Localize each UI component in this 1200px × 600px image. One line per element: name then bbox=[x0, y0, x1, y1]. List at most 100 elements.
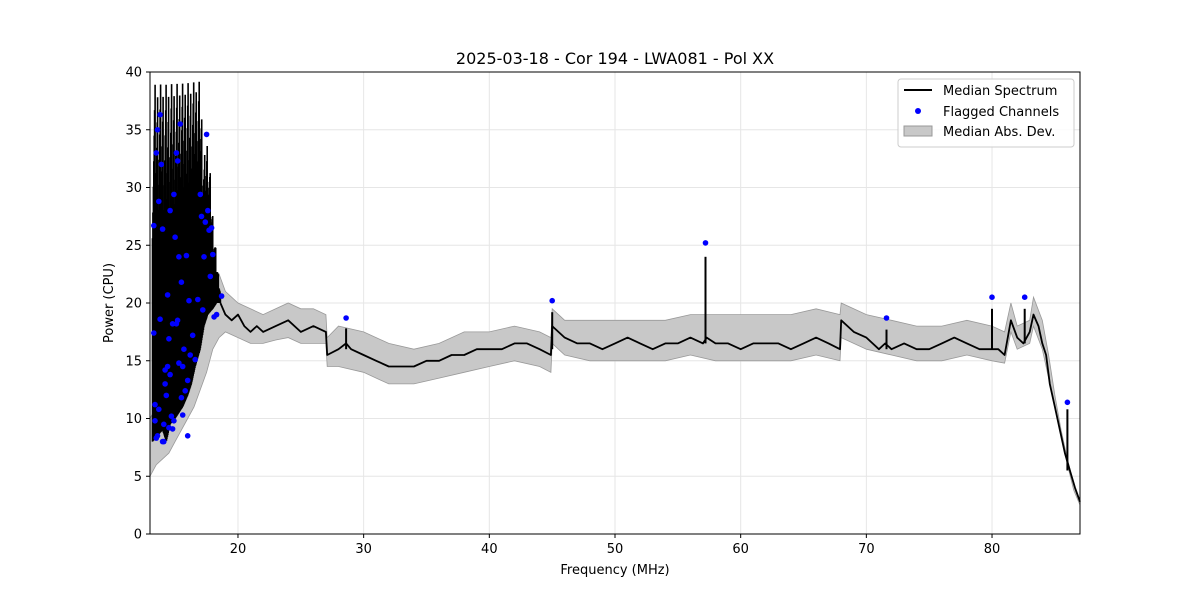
flagged-channel-point bbox=[179, 363, 186, 370]
flagged-channel-point bbox=[153, 150, 160, 156]
x-axis-label: Frequency (MHz) bbox=[560, 563, 669, 578]
flagged-channel-point bbox=[203, 131, 210, 138]
flagged-channel-point bbox=[343, 315, 349, 321]
flagged-channel-point bbox=[151, 330, 157, 336]
y-tick-label: 10 bbox=[125, 412, 142, 427]
flagged-channel-point bbox=[169, 426, 176, 432]
flagged-channel-point bbox=[198, 213, 205, 220]
flagged-channel-point bbox=[197, 191, 204, 198]
flagged-channel-point bbox=[152, 418, 158, 424]
flagged-channel-point bbox=[1021, 294, 1028, 301]
flagged-channel-point bbox=[184, 377, 191, 384]
x-tick-label: 70 bbox=[858, 542, 875, 557]
flagged-channel-point bbox=[163, 392, 170, 399]
flagged-channel-point bbox=[162, 381, 168, 387]
flagged-channel-point bbox=[200, 307, 206, 313]
flagged-channel-point bbox=[174, 158, 181, 164]
flagged-channel-point bbox=[167, 371, 173, 378]
flagged-channel-point bbox=[166, 336, 172, 342]
flagged-channel-point bbox=[1064, 399, 1071, 406]
flagged-channels bbox=[151, 111, 1071, 445]
flagged-channel-point bbox=[164, 363, 171, 370]
flagged-channel-point bbox=[164, 292, 171, 298]
y-tick-label: 40 bbox=[125, 66, 142, 81]
flagged-channel-point bbox=[205, 207, 211, 214]
flagged-channel-point bbox=[159, 226, 166, 232]
flagged-channel-point bbox=[171, 418, 177, 424]
x-axis-ticks: 20 30 40 50 60 70 80 bbox=[230, 534, 1001, 557]
flagged-channel-point bbox=[152, 401, 158, 408]
flagged-channel-point bbox=[186, 297, 192, 304]
flagged-channel-point bbox=[192, 356, 198, 363]
flagged-channel-point bbox=[154, 433, 161, 439]
x-tick-label: 80 bbox=[984, 542, 1001, 557]
flagged-channel-point bbox=[161, 421, 167, 428]
flagged-channel-point bbox=[183, 252, 190, 259]
x-tick-label: 20 bbox=[230, 542, 247, 557]
legend-box bbox=[897, 78, 1075, 148]
legend-flagged-swatch bbox=[915, 108, 921, 114]
legend-mad-swatch bbox=[903, 125, 933, 137]
flagged-channel-point bbox=[182, 388, 188, 394]
flagged-channel-point bbox=[208, 225, 215, 231]
y-tick-label: 0 bbox=[134, 528, 142, 543]
flagged-channel-point bbox=[195, 296, 201, 303]
flagged-channel-point bbox=[189, 332, 196, 339]
flagged-channel-point bbox=[202, 219, 209, 225]
flagged-channel-point bbox=[883, 315, 890, 321]
flagged-channel-point bbox=[157, 316, 163, 323]
y-tick-label: 20 bbox=[125, 297, 142, 312]
y-tick-label: 30 bbox=[125, 181, 142, 196]
low-frequency-rfi bbox=[151, 81, 222, 442]
flagged-channel-point bbox=[176, 360, 182, 366]
flagged-channel-point bbox=[201, 253, 207, 260]
x-tick-label: 60 bbox=[732, 542, 749, 557]
flagged-channel-point bbox=[178, 394, 185, 401]
y-axis-ticks: 0 5 10 15 20 25 30 35 40 bbox=[125, 66, 150, 543]
flagged-channel-point bbox=[179, 412, 186, 418]
chart-title: 2025-03-18 - Cor 194 - LWA081 - Pol XX bbox=[456, 49, 774, 68]
flagged-channel-point bbox=[549, 297, 555, 304]
flagged-channel-point bbox=[151, 222, 157, 229]
flagged-channel-point bbox=[207, 273, 214, 280]
x-tick-label: 50 bbox=[607, 542, 624, 557]
flagged-channel-point bbox=[213, 311, 220, 318]
grid bbox=[150, 71, 1080, 535]
median-spectrum-line bbox=[219, 256, 1081, 503]
flagged-channel-point bbox=[172, 234, 178, 240]
flagged-channel-point bbox=[171, 191, 177, 198]
flagged-channel-point bbox=[154, 127, 161, 133]
flagged-channel-point bbox=[210, 251, 216, 258]
flagged-channel-point bbox=[174, 317, 181, 324]
flagged-channel-point bbox=[173, 150, 180, 156]
flagged-channel-point bbox=[156, 406, 162, 413]
flagged-channel-point bbox=[187, 352, 193, 358]
flagged-channel-point bbox=[176, 253, 182, 260]
flagged-channel-point bbox=[184, 433, 191, 439]
legend-mad-label: Median Abs. Dev. bbox=[943, 125, 1055, 140]
flagged-channel-point bbox=[989, 294, 995, 301]
flagged-channel-point bbox=[157, 111, 163, 118]
flagged-channel-point bbox=[168, 413, 175, 420]
y-axis-label: Power (CPU) bbox=[102, 263, 117, 343]
y-tick-label: 15 bbox=[125, 354, 142, 369]
flagged-channel-point bbox=[702, 240, 709, 246]
flagged-channel-point bbox=[167, 207, 173, 214]
flagged-channel-point bbox=[177, 121, 183, 127]
flagged-channel-point bbox=[161, 438, 167, 445]
x-tick-label: 30 bbox=[355, 542, 372, 557]
flagged-channel-point bbox=[158, 161, 165, 168]
y-tick-label: 25 bbox=[125, 239, 142, 254]
legend-flagged-label: Flagged Channels bbox=[943, 105, 1059, 120]
flagged-channel-point bbox=[178, 279, 185, 286]
flagged-channel-point bbox=[156, 198, 162, 205]
flagged-channel-point bbox=[181, 346, 187, 353]
legend: Median Spectrum Flagged Channels Median … bbox=[897, 78, 1075, 148]
y-tick-label: 5 bbox=[134, 470, 142, 485]
y-tick-label: 35 bbox=[125, 123, 142, 138]
median-spectrum-path bbox=[219, 302, 1081, 503]
legend-median-label: Median Spectrum bbox=[943, 84, 1057, 99]
flagged-channel-point bbox=[218, 293, 225, 299]
x-tick-label: 40 bbox=[481, 542, 498, 557]
